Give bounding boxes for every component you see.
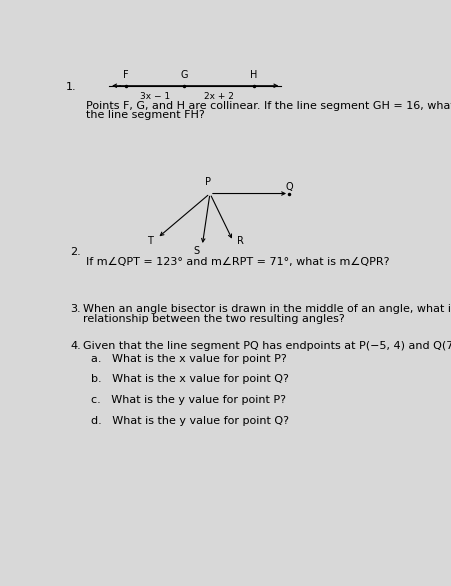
Text: relationship between the two resulting angles?: relationship between the two resulting a… xyxy=(83,314,344,323)
Text: 1.: 1. xyxy=(66,82,76,92)
Text: Given that the line segment PQ has endpoints at P(−5, 4) and Q(7, −5)...: Given that the line segment PQ has endpo… xyxy=(83,342,451,352)
Text: If m∠QPT = 123° and m∠RPT = 71°, what is m∠QPR?: If m∠QPT = 123° and m∠RPT = 71°, what is… xyxy=(86,257,389,267)
Text: b.   What is the x value for point Q?: b. What is the x value for point Q? xyxy=(90,374,288,384)
Text: S: S xyxy=(193,246,199,256)
Text: Q: Q xyxy=(285,182,292,192)
Text: When an angle bisector is drawn in the middle of an angle, what is the size: When an angle bisector is drawn in the m… xyxy=(83,304,451,315)
Text: R: R xyxy=(236,236,243,246)
Text: P: P xyxy=(205,178,211,188)
Text: a.   What is the x value for point P?: a. What is the x value for point P? xyxy=(90,354,286,364)
Text: 3x − 1: 3x − 1 xyxy=(140,92,170,101)
Text: G: G xyxy=(180,70,188,80)
Text: H: H xyxy=(250,70,257,80)
Text: c.   What is the y value for point P?: c. What is the y value for point P? xyxy=(90,396,285,406)
Text: 3.: 3. xyxy=(70,304,81,315)
Text: d.   What is the y value for point Q?: d. What is the y value for point Q? xyxy=(90,416,288,426)
Text: T: T xyxy=(147,236,153,246)
Text: 2x + 2: 2x + 2 xyxy=(204,92,234,101)
Text: Points F, G, and H are collinear. If the line segment GH = 16, what is the lengt: Points F, G, and H are collinear. If the… xyxy=(86,101,451,111)
Text: 2.: 2. xyxy=(70,247,81,257)
Text: the line segment FH?: the line segment FH? xyxy=(86,110,204,120)
Text: F: F xyxy=(123,70,129,80)
Text: 4.: 4. xyxy=(70,342,81,352)
